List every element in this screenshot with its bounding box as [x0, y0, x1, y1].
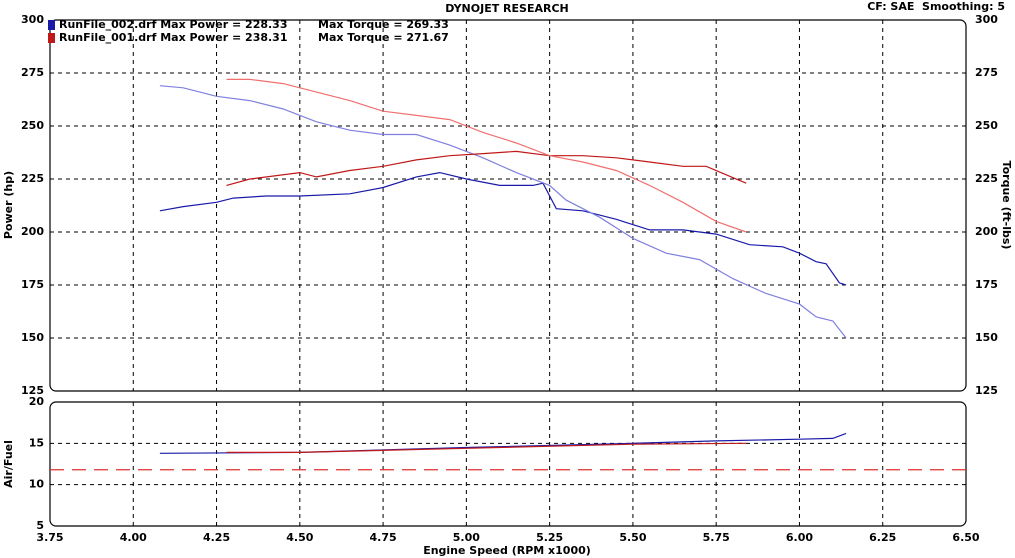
legend-label: RunFile_002.drf Max Power = 228.33 — [59, 18, 288, 31]
y-tick-label: 175 — [21, 278, 44, 291]
x-tick-label: 4.00 — [120, 531, 147, 544]
x-tick-label: 6.25 — [869, 531, 896, 544]
chart-title: DYNOJET RESEARCH — [445, 2, 568, 15]
y-axis-label: Air/Fuel — [2, 440, 15, 488]
legend-swatch — [48, 33, 55, 43]
x-tick-label: 5.75 — [703, 531, 730, 544]
x-tick-label: 6.00 — [786, 531, 813, 544]
x-tick-label: 5.50 — [619, 531, 646, 544]
y2-tick-label: 150 — [975, 331, 998, 344]
y2-tick-label: 275 — [975, 66, 998, 79]
plot-frame — [49, 401, 967, 527]
settings-note: CF: SAE Smoothing: 5 — [867, 0, 1005, 13]
x-tick-label: 3.75 — [36, 531, 63, 544]
series-line — [159, 85, 847, 339]
y-tick-label: 300 — [21, 13, 44, 26]
y2-tick-label: 300 — [975, 13, 998, 26]
y-tick-label: 15 — [29, 436, 44, 449]
x-axis-label: Engine Speed (RPM x1000) — [423, 544, 591, 557]
x-tick-label: 4.50 — [286, 531, 313, 544]
plot-frame — [49, 19, 967, 392]
y2-tick-label: 125 — [975, 384, 998, 397]
legend-swatch — [48, 20, 55, 30]
x-tick-label: 4.25 — [203, 531, 230, 544]
y-tick-label: 125 — [21, 384, 44, 397]
y-tick-label: 200 — [21, 225, 44, 238]
y-axis-label: Power (hp) — [2, 171, 15, 239]
x-tick-label: 5.25 — [536, 531, 563, 544]
y-tick-label: 20 — [29, 395, 45, 408]
y2-tick-label: 225 — [975, 172, 998, 185]
y-tick-label: 250 — [21, 119, 44, 132]
y-tick-label: 275 — [21, 66, 44, 79]
series-line — [226, 78, 747, 233]
x-tick-label: 6.50 — [952, 531, 979, 544]
y2-tick-label: 250 — [975, 119, 998, 132]
x-tick-label: 5.00 — [453, 531, 480, 544]
series-line — [226, 442, 747, 453]
y2-axis-label: Torque (ft-lbs) — [1000, 161, 1013, 250]
x-tick-label: 4.75 — [370, 531, 397, 544]
series-line — [226, 150, 747, 186]
y2-tick-label: 175 — [975, 278, 998, 291]
y-tick-label: 5 — [36, 519, 44, 532]
legend-label: RunFile_001.drf Max Power = 238.31 — [59, 31, 288, 44]
y2-tick-label: 200 — [975, 225, 998, 238]
y-tick-label: 10 — [29, 478, 45, 491]
y-tick-label: 150 — [21, 331, 44, 344]
legend-label: Max Torque = 271.67 — [318, 31, 449, 44]
y-tick-label: 225 — [21, 172, 44, 185]
legend-label: Max Torque = 269.33 — [318, 18, 449, 31]
